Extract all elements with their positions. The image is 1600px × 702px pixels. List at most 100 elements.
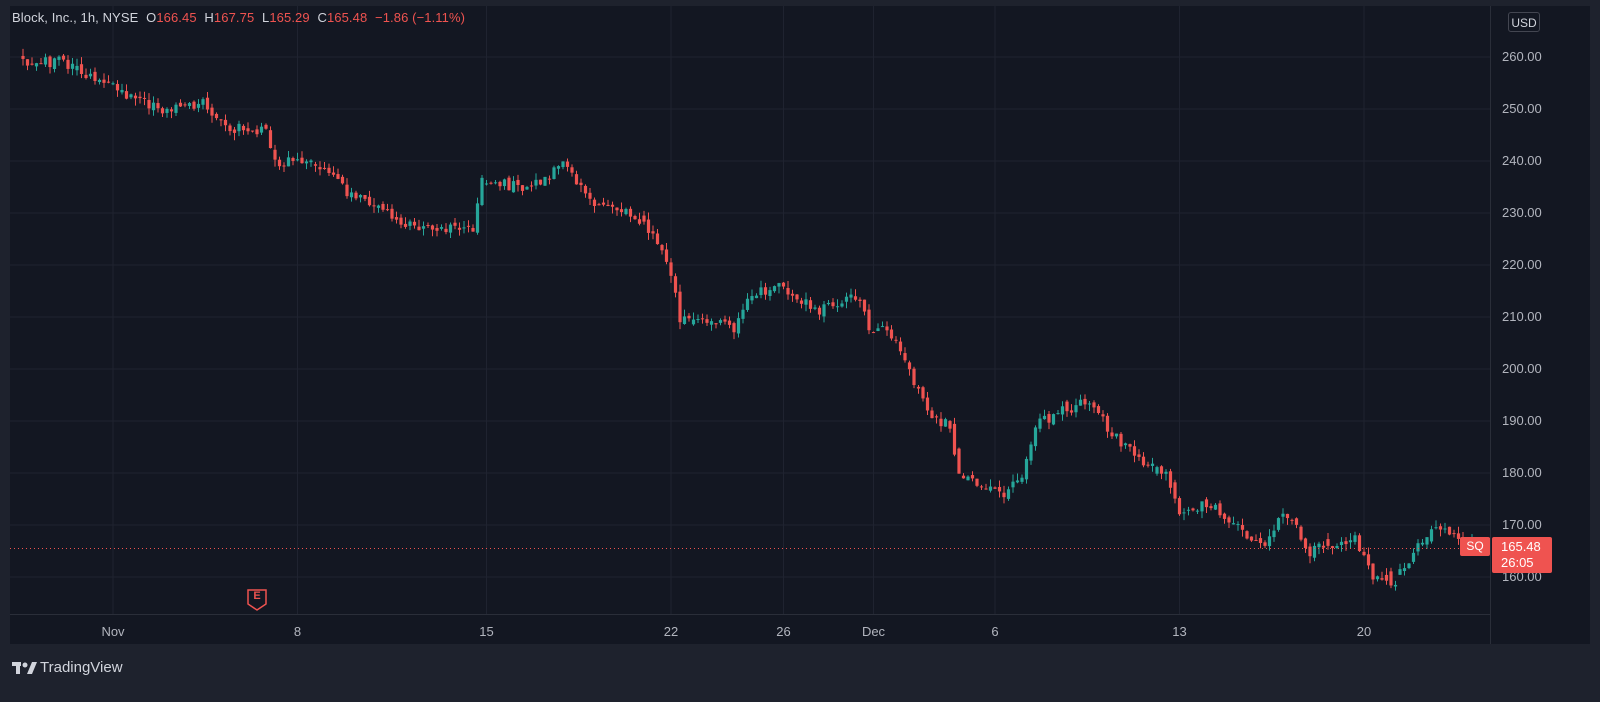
candle [1339, 537, 1344, 552]
candle [286, 151, 291, 167]
candle [1209, 503, 1213, 511]
candle-body [799, 300, 804, 304]
candle-body [867, 309, 871, 331]
candle-body [1380, 578, 1384, 580]
candle-body [592, 199, 597, 207]
currency-button[interactable]: USD [1508, 12, 1540, 32]
candle-body [1204, 499, 1209, 508]
candle-body [1164, 471, 1168, 474]
time-tick-label: 6 [991, 624, 999, 639]
candle [295, 152, 300, 162]
candle [219, 118, 223, 127]
candle [1087, 400, 1092, 411]
candle-body [376, 205, 381, 208]
candle [115, 80, 120, 97]
candle [156, 98, 160, 113]
candle [151, 96, 156, 116]
candle [628, 206, 633, 223]
candle-body [1092, 402, 1096, 408]
candle [187, 102, 192, 110]
candle [583, 184, 588, 198]
candle [39, 57, 43, 65]
candle-body [1105, 415, 1110, 432]
candle-body [682, 316, 687, 324]
candle [772, 285, 777, 293]
candle [435, 223, 439, 237]
candle-body [124, 91, 129, 99]
candle [232, 126, 237, 141]
candle-body [610, 204, 615, 207]
candle [1200, 501, 1204, 519]
candle-body [84, 74, 88, 79]
candle [381, 201, 385, 212]
candle [570, 164, 574, 177]
candle [786, 281, 790, 300]
candle-body [462, 227, 466, 229]
candle [700, 313, 705, 324]
price-tick-label: 190.00 [1502, 413, 1542, 428]
candle-body [993, 487, 997, 489]
price-tick-label: 220.00 [1502, 257, 1542, 272]
candle [1393, 580, 1398, 591]
candle [475, 197, 480, 235]
candle [97, 78, 102, 85]
candlestick-chart[interactable] [10, 6, 1490, 614]
candle [196, 99, 201, 113]
earnings-flag-icon [247, 589, 267, 611]
candle-body [673, 276, 678, 293]
candle-body [1065, 401, 1069, 412]
candle-body [1330, 546, 1335, 549]
candle-body [1159, 466, 1164, 474]
candle [277, 156, 282, 170]
candle-body [1056, 413, 1060, 415]
candle [192, 100, 196, 111]
candle-body [120, 89, 124, 93]
candle [1218, 500, 1222, 518]
candle-body [1312, 545, 1317, 558]
candle [804, 292, 808, 312]
candle [1182, 508, 1186, 521]
candle [403, 217, 408, 229]
candle [768, 286, 772, 301]
candle-body [1398, 569, 1402, 575]
candle-body [822, 304, 826, 317]
candle-body [1227, 517, 1231, 523]
open-value: 166.45 [156, 10, 197, 25]
time-scale[interactable] [10, 614, 1490, 644]
candle-body [408, 221, 412, 226]
candle [1114, 433, 1119, 439]
candle [1438, 523, 1443, 537]
candle-body [907, 362, 912, 370]
candle [178, 99, 183, 107]
candle [966, 475, 970, 481]
candle [421, 221, 426, 236]
candle-body [1141, 456, 1146, 466]
candle [1236, 521, 1240, 531]
candle-body [160, 108, 165, 114]
candle-body [925, 397, 930, 411]
candle [1281, 508, 1285, 524]
candle [1357, 533, 1362, 552]
candle-body [354, 192, 358, 199]
candle [246, 122, 250, 135]
candle-body [795, 294, 799, 300]
candle [1069, 404, 1074, 416]
candle [993, 486, 997, 489]
candle [390, 204, 394, 222]
candle [1092, 400, 1096, 414]
candle-body [484, 183, 489, 185]
earnings-marker[interactable]: E [246, 588, 268, 612]
candle-body [1335, 545, 1339, 549]
candle-body [1218, 503, 1222, 516]
candle [556, 165, 561, 175]
candle-body [651, 231, 655, 234]
candle-body [655, 233, 660, 245]
candle-body [696, 319, 700, 321]
candle [201, 97, 205, 110]
chart-plot-area[interactable] [10, 6, 1490, 644]
candle-body [1420, 542, 1425, 545]
candle [1137, 449, 1141, 461]
candle [849, 288, 853, 303]
candle [853, 289, 858, 302]
candle [106, 75, 111, 84]
